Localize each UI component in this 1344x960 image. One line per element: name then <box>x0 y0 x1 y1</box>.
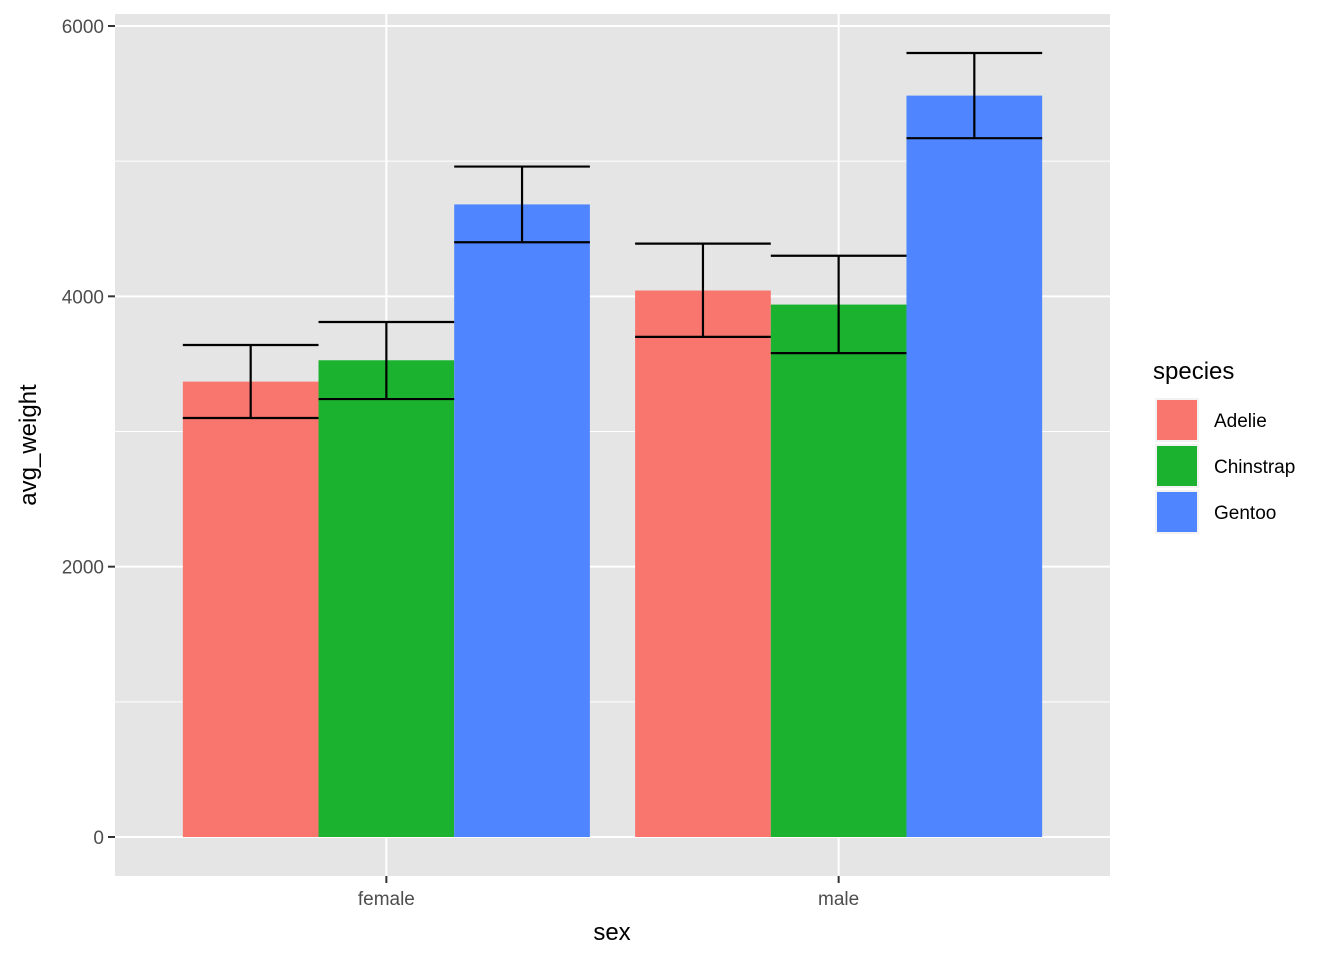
x-tick-label: female <box>358 889 415 910</box>
legend-items: Adelie Chinstrap Gentoo <box>1155 398 1295 534</box>
y-axis: 0 2000 4000 6000 <box>62 17 115 849</box>
error-bar-adelie-male <box>635 242 771 338</box>
legend-swatch <box>1157 492 1197 532</box>
bar-chinstrap-male <box>770 304 907 837</box>
y-tick-label: 6000 <box>62 17 104 38</box>
error-bar-chinstrap-female <box>318 320 455 401</box>
y-axis-title: avg_weight <box>15 384 42 506</box>
y-tick-label: 2000 <box>62 558 104 579</box>
x-axis-title: sex <box>593 919 630 946</box>
legend-title: species <box>1153 358 1234 385</box>
bar-adelie-male <box>635 290 771 837</box>
legend-item-gentoo: Gentoo <box>1155 490 1276 534</box>
bar-adelie-female <box>182 381 319 837</box>
y-tick-label: 4000 <box>62 287 104 308</box>
legend-swatch <box>1157 400 1197 440</box>
legend-label: Gentoo <box>1214 503 1276 524</box>
legend-item-adelie: Adelie <box>1155 398 1267 442</box>
legend-label: Adelie <box>1214 411 1267 432</box>
legend-label: Chinstrap <box>1214 457 1295 478</box>
bar-gentoo-female <box>454 204 590 838</box>
bars <box>182 95 1043 838</box>
legend-swatch <box>1157 446 1197 486</box>
error-bar-chinstrap-male <box>770 254 907 355</box>
error-bars <box>182 51 1043 420</box>
x-axis: female male <box>358 876 859 910</box>
y-tick-label: 0 <box>93 828 104 849</box>
legend-item-chinstrap: Chinstrap <box>1155 444 1295 488</box>
bar-gentoo-male <box>906 95 1043 837</box>
bar-chinstrap-female <box>318 360 455 837</box>
error-bar-gentoo-male <box>906 51 1043 140</box>
error-bar-gentoo-female <box>454 165 590 244</box>
x-tick-label: male <box>818 889 859 910</box>
legend: species Adelie Chinstrap Gentoo <box>1153 358 1295 534</box>
error-bar-adelie-female <box>182 343 319 420</box>
